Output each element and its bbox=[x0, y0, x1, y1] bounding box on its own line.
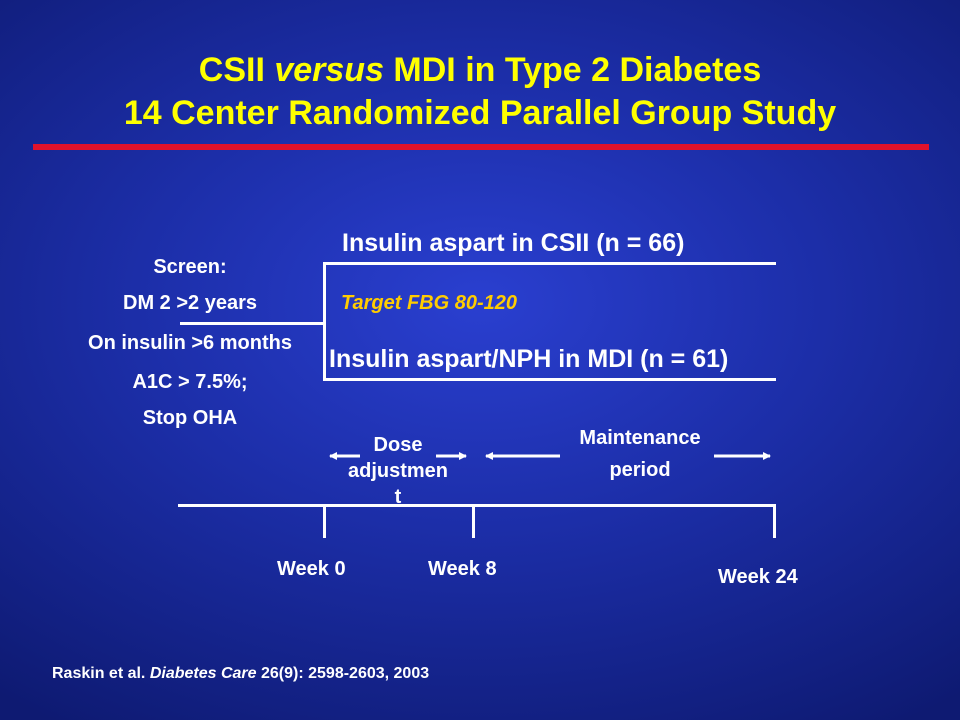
csii-arm-line bbox=[323, 262, 776, 265]
mdi-arm-line bbox=[323, 378, 776, 381]
maintenance-line: Maintenance bbox=[579, 427, 701, 449]
week0-label: Week 0 bbox=[277, 558, 346, 580]
screen-criterion: On insulin >6 months bbox=[88, 332, 292, 354]
screen-heading: Screen: bbox=[153, 256, 227, 278]
maintenance-period-label: Maintenance period bbox=[545, 422, 735, 486]
maintenance-line: period bbox=[609, 459, 671, 481]
csii-arm-label: Insulin aspart in CSII (n = 66) bbox=[342, 229, 685, 257]
slide-title-line-1: CSII versus MDI in Type 2 Diabetes bbox=[0, 50, 960, 90]
week8-label: Week 8 bbox=[428, 558, 497, 580]
citation: Raskin et al. Diabetes Care 26(9): 2598-… bbox=[52, 665, 429, 683]
randomization-stem-line bbox=[180, 322, 325, 325]
citation-authors: Raskin et al. bbox=[52, 665, 150, 682]
dose-adjustment-label: Dose adjustmen t bbox=[330, 432, 466, 510]
title-underline bbox=[33, 144, 929, 150]
timeline-tick-week24 bbox=[773, 504, 776, 538]
dose-line: adjustmen bbox=[347, 460, 449, 482]
timeline-tick-week0 bbox=[323, 504, 326, 538]
dose-line: t bbox=[394, 486, 402, 508]
week24-label: Week 24 bbox=[718, 566, 798, 588]
screen-criterion: Stop OHA bbox=[142, 407, 238, 429]
title-part: CSII bbox=[198, 51, 275, 89]
title-part: MDI in Type 2 Diabetes bbox=[383, 51, 762, 89]
dose-line: Dose bbox=[373, 434, 423, 456]
mdi-arm-label: Insulin aspart/NPH in MDI (n = 61) bbox=[329, 345, 729, 373]
citation-details: 26(9): 2598-2603, 2003 bbox=[256, 665, 430, 682]
randomization-bracket bbox=[323, 262, 326, 380]
citation-journal: Diabetes Care bbox=[149, 665, 257, 682]
slide-title-line-2: 14 Center Randomized Parallel Group Stud… bbox=[123, 94, 837, 132]
screen-criterion: A1C > 7.5%; bbox=[132, 371, 248, 393]
timeline-tick-week8 bbox=[472, 504, 475, 538]
timeline-axis bbox=[178, 504, 776, 507]
target-fbg-label: Target FBG 80-120 bbox=[341, 292, 517, 314]
screen-criterion: DM 2 >2 years bbox=[123, 292, 257, 314]
title-italic-part: versus bbox=[274, 51, 384, 89]
